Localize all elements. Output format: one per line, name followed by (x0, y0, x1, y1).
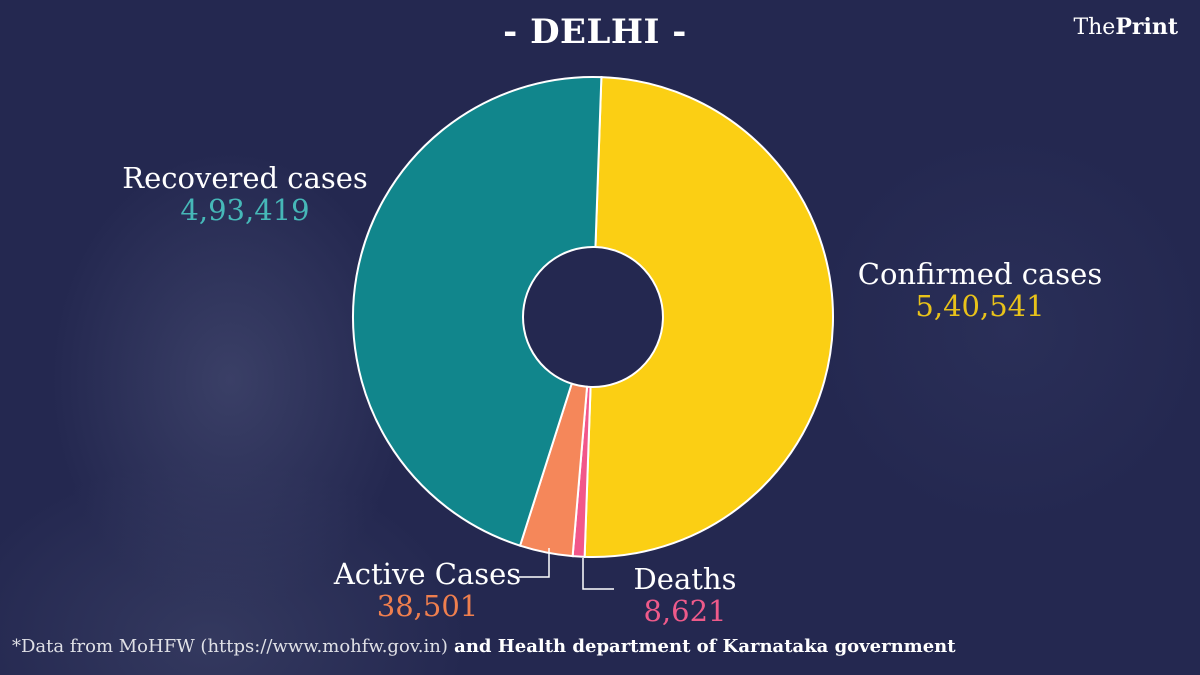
source-footnote: *Data from MoHFW (https://www.mohfw.gov.… (12, 636, 956, 657)
slice-recovered-cases (352, 76, 603, 547)
theprint-logo: ThePrint (1073, 14, 1178, 40)
page-title: - DELHI - (503, 12, 687, 52)
label-confirmed: Confirmed cases 5,40,541 (857, 257, 1103, 323)
label-active: Active Cases 38,501 (333, 557, 522, 623)
label-recovered: Recovered cases 4,93,419 (122, 161, 368, 227)
leader-line-active (519, 548, 550, 578)
slice-confirmed-cases (583, 76, 834, 558)
label-deaths: Deaths 8,621 (633, 562, 737, 628)
leader-line-deaths (582, 558, 614, 590)
